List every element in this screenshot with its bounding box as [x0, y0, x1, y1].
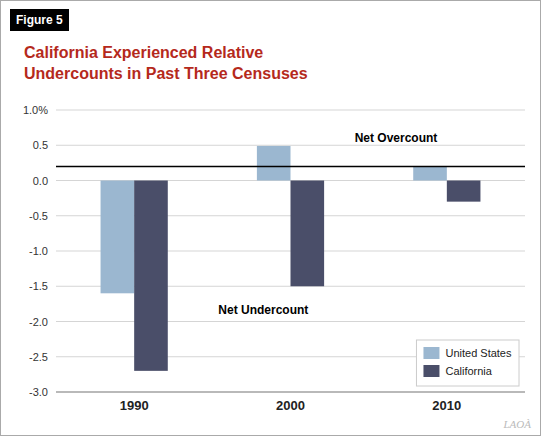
bar: [413, 166, 447, 180]
annotation: Net Overcount: [355, 131, 438, 145]
chart: Figure 5 California Experienced Relative U…: [0, 0, 541, 436]
legend-box: [416, 340, 519, 386]
y-tick-label: -0.5: [29, 210, 48, 222]
x-tick-label: 1990: [120, 398, 149, 413]
bar: [291, 181, 325, 287]
page-border: [1, 1, 541, 436]
grid-line: [56, 392, 525, 393]
x-tick-label: 2010: [432, 398, 461, 413]
bar: [257, 146, 291, 181]
bar: [101, 181, 135, 294]
x-tick-label: 2000: [276, 398, 305, 413]
y-tick-label: 0.5: [33, 139, 48, 151]
legend-label: California: [445, 365, 492, 377]
grid-line: [56, 110, 525, 111]
title: California Experienced Relative Undercoun…: [24, 44, 308, 82]
annotation: Net Undercount: [218, 303, 308, 317]
title-line: California Experienced Relative: [24, 44, 263, 61]
grid-line: [56, 145, 525, 146]
legend-swatch: [423, 365, 439, 377]
grid: [56, 110, 525, 392]
legend-swatch: [423, 347, 439, 359]
y-tick-label: 0.0: [33, 175, 48, 187]
bar: [447, 181, 481, 202]
y-tick-label: -2.5: [29, 351, 48, 363]
bars: [56, 146, 525, 371]
x-axis-line: [56, 392, 525, 393]
figure-label-text: Figure 5: [16, 13, 63, 27]
y-tick-label: -1.5: [29, 280, 48, 292]
title-line: Undercounts in Past Three Censuses: [24, 65, 308, 82]
figure-label-box: [10, 9, 69, 31]
figure-label: Figure 5: [10, 9, 69, 31]
grid-line: [56, 321, 525, 322]
bar: [134, 181, 168, 371]
y-tick-label: -1.0: [29, 245, 48, 257]
y-tick-label: 1.0%: [23, 104, 48, 116]
legend-label: United States: [445, 347, 512, 359]
y-tick-label: -3.0: [29, 386, 48, 398]
logo: LAOÀ: [503, 418, 532, 430]
legend: United States California: [416, 340, 519, 386]
reference-line: [56, 166, 525, 168]
y-tick-label: -2.0: [29, 316, 48, 328]
